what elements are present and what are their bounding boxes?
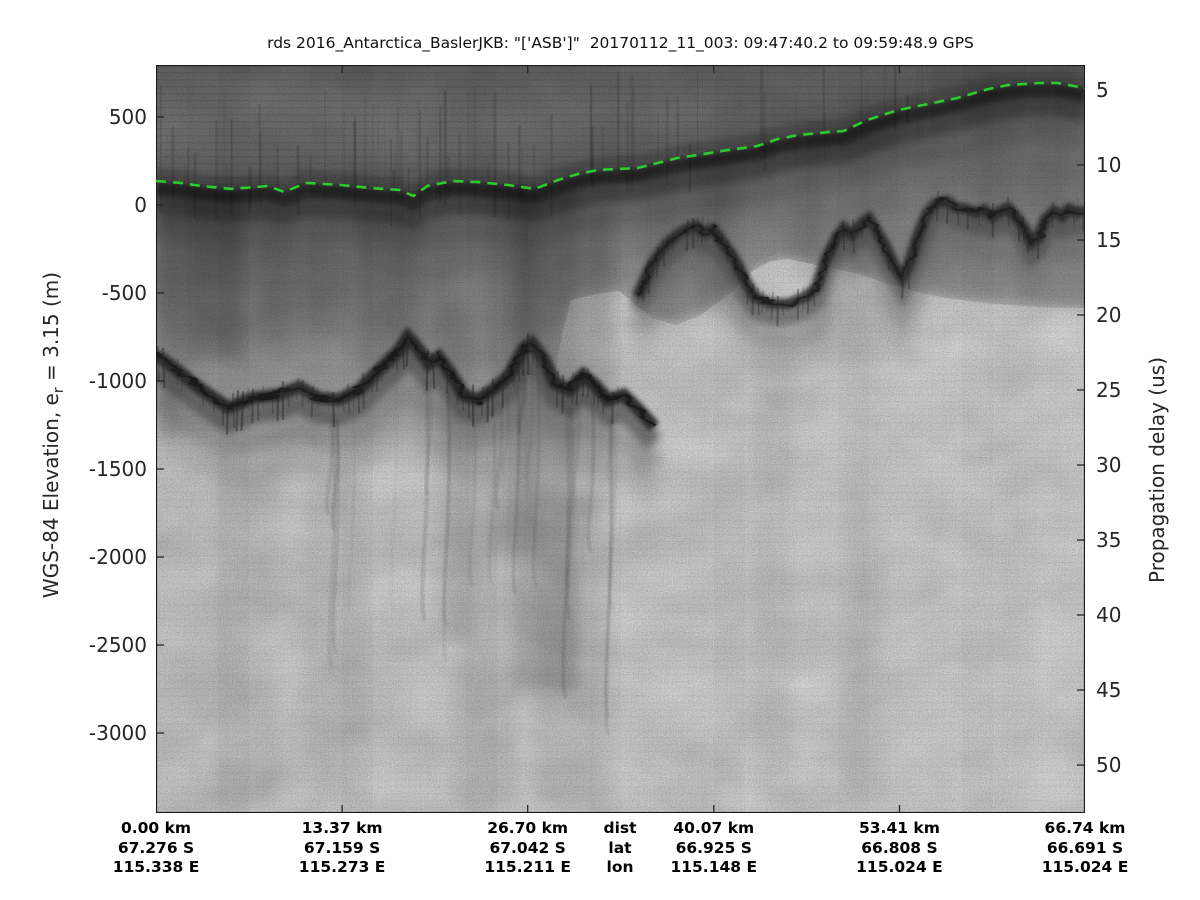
delay-tick-30: 30 bbox=[1096, 453, 1122, 477]
delay-tick-45: 45 bbox=[1096, 678, 1122, 702]
distance-label: 40.07 km bbox=[673, 819, 755, 837]
row-name-lon: lon bbox=[606, 858, 634, 876]
bottom-axis-column-2: 26.70 km 67.042 S 115.211 E bbox=[463, 819, 593, 878]
distance-label: 26.70 km bbox=[487, 819, 569, 837]
bottom-axis-row-names: dist lat lon bbox=[580, 819, 660, 878]
longitude-label: 115.148 E bbox=[670, 858, 758, 876]
distance-label: 0.00 km bbox=[120, 819, 192, 837]
delay-tick-20: 20 bbox=[1096, 303, 1122, 327]
bottom-axis-column-4: 53.41 km 66.808 S 115.024 E bbox=[834, 819, 964, 878]
longitude-label: 115.211 E bbox=[484, 858, 571, 876]
delay-tick-15: 15 bbox=[1096, 228, 1122, 252]
delay-tick-40: 40 bbox=[1096, 603, 1122, 627]
elevation-tick--1000: -1000 bbox=[88, 369, 147, 393]
delay-tick-10: 10 bbox=[1096, 153, 1122, 177]
delay-tick-5: 5 bbox=[1096, 78, 1109, 102]
plot-title: rds 2016_Antarctica_BaslerJKB: "['ASB']"… bbox=[267, 34, 974, 52]
radargram-plot bbox=[156, 65, 1085, 813]
elevation-tick--3000: -3000 bbox=[88, 721, 147, 745]
elevation-tick--500: -500 bbox=[101, 281, 147, 305]
latitude-label: 67.042 S bbox=[489, 838, 566, 857]
longitude-label: 115.273 E bbox=[298, 858, 386, 876]
elevation-tick--2500: -2500 bbox=[88, 633, 147, 657]
bottom-axis-column-5: 66.74 km 66.691 S 115.024 E bbox=[1020, 819, 1150, 878]
elevation-tick--1500: -1500 bbox=[88, 457, 147, 481]
distance-label: 53.41 km bbox=[858, 819, 940, 837]
distance-label: 13.37 km bbox=[301, 819, 383, 837]
bottom-axis-column-0: 0.00 km 67.276 S 115.338 E bbox=[91, 819, 221, 878]
latitude-label: 66.808 S bbox=[861, 838, 938, 857]
delay-tick-50: 50 bbox=[1096, 753, 1122, 777]
latitude-label: 67.276 S bbox=[117, 838, 195, 857]
longitude-label: 115.338 E bbox=[112, 858, 200, 876]
longitude-label: 115.024 E bbox=[856, 858, 943, 876]
latitude-label: 66.925 S bbox=[675, 838, 752, 857]
bottom-axis-column-3: 40.07 km 66.925 S 115.148 E bbox=[649, 819, 779, 878]
row-name-dist: dist bbox=[603, 819, 637, 837]
latitude-label: 67.159 S bbox=[303, 838, 381, 857]
distance-label: 66.74 km bbox=[1044, 819, 1126, 837]
elevation-tick--2000: -2000 bbox=[88, 545, 147, 569]
latitude-label: 66.691 S bbox=[1046, 838, 1124, 857]
delay-tick-35: 35 bbox=[1096, 528, 1122, 552]
elevation-tick-0: 0 bbox=[134, 193, 147, 217]
radargram-image bbox=[156, 65, 1085, 813]
delay-tick-25: 25 bbox=[1096, 378, 1122, 402]
elevation-tick-500: 500 bbox=[108, 105, 147, 129]
longitude-label: 115.024 E bbox=[1041, 858, 1129, 876]
bottom-axis-column-1: 13.37 km 67.159 S 115.273 E bbox=[277, 819, 407, 878]
row-name-lat: lat bbox=[608, 838, 632, 857]
